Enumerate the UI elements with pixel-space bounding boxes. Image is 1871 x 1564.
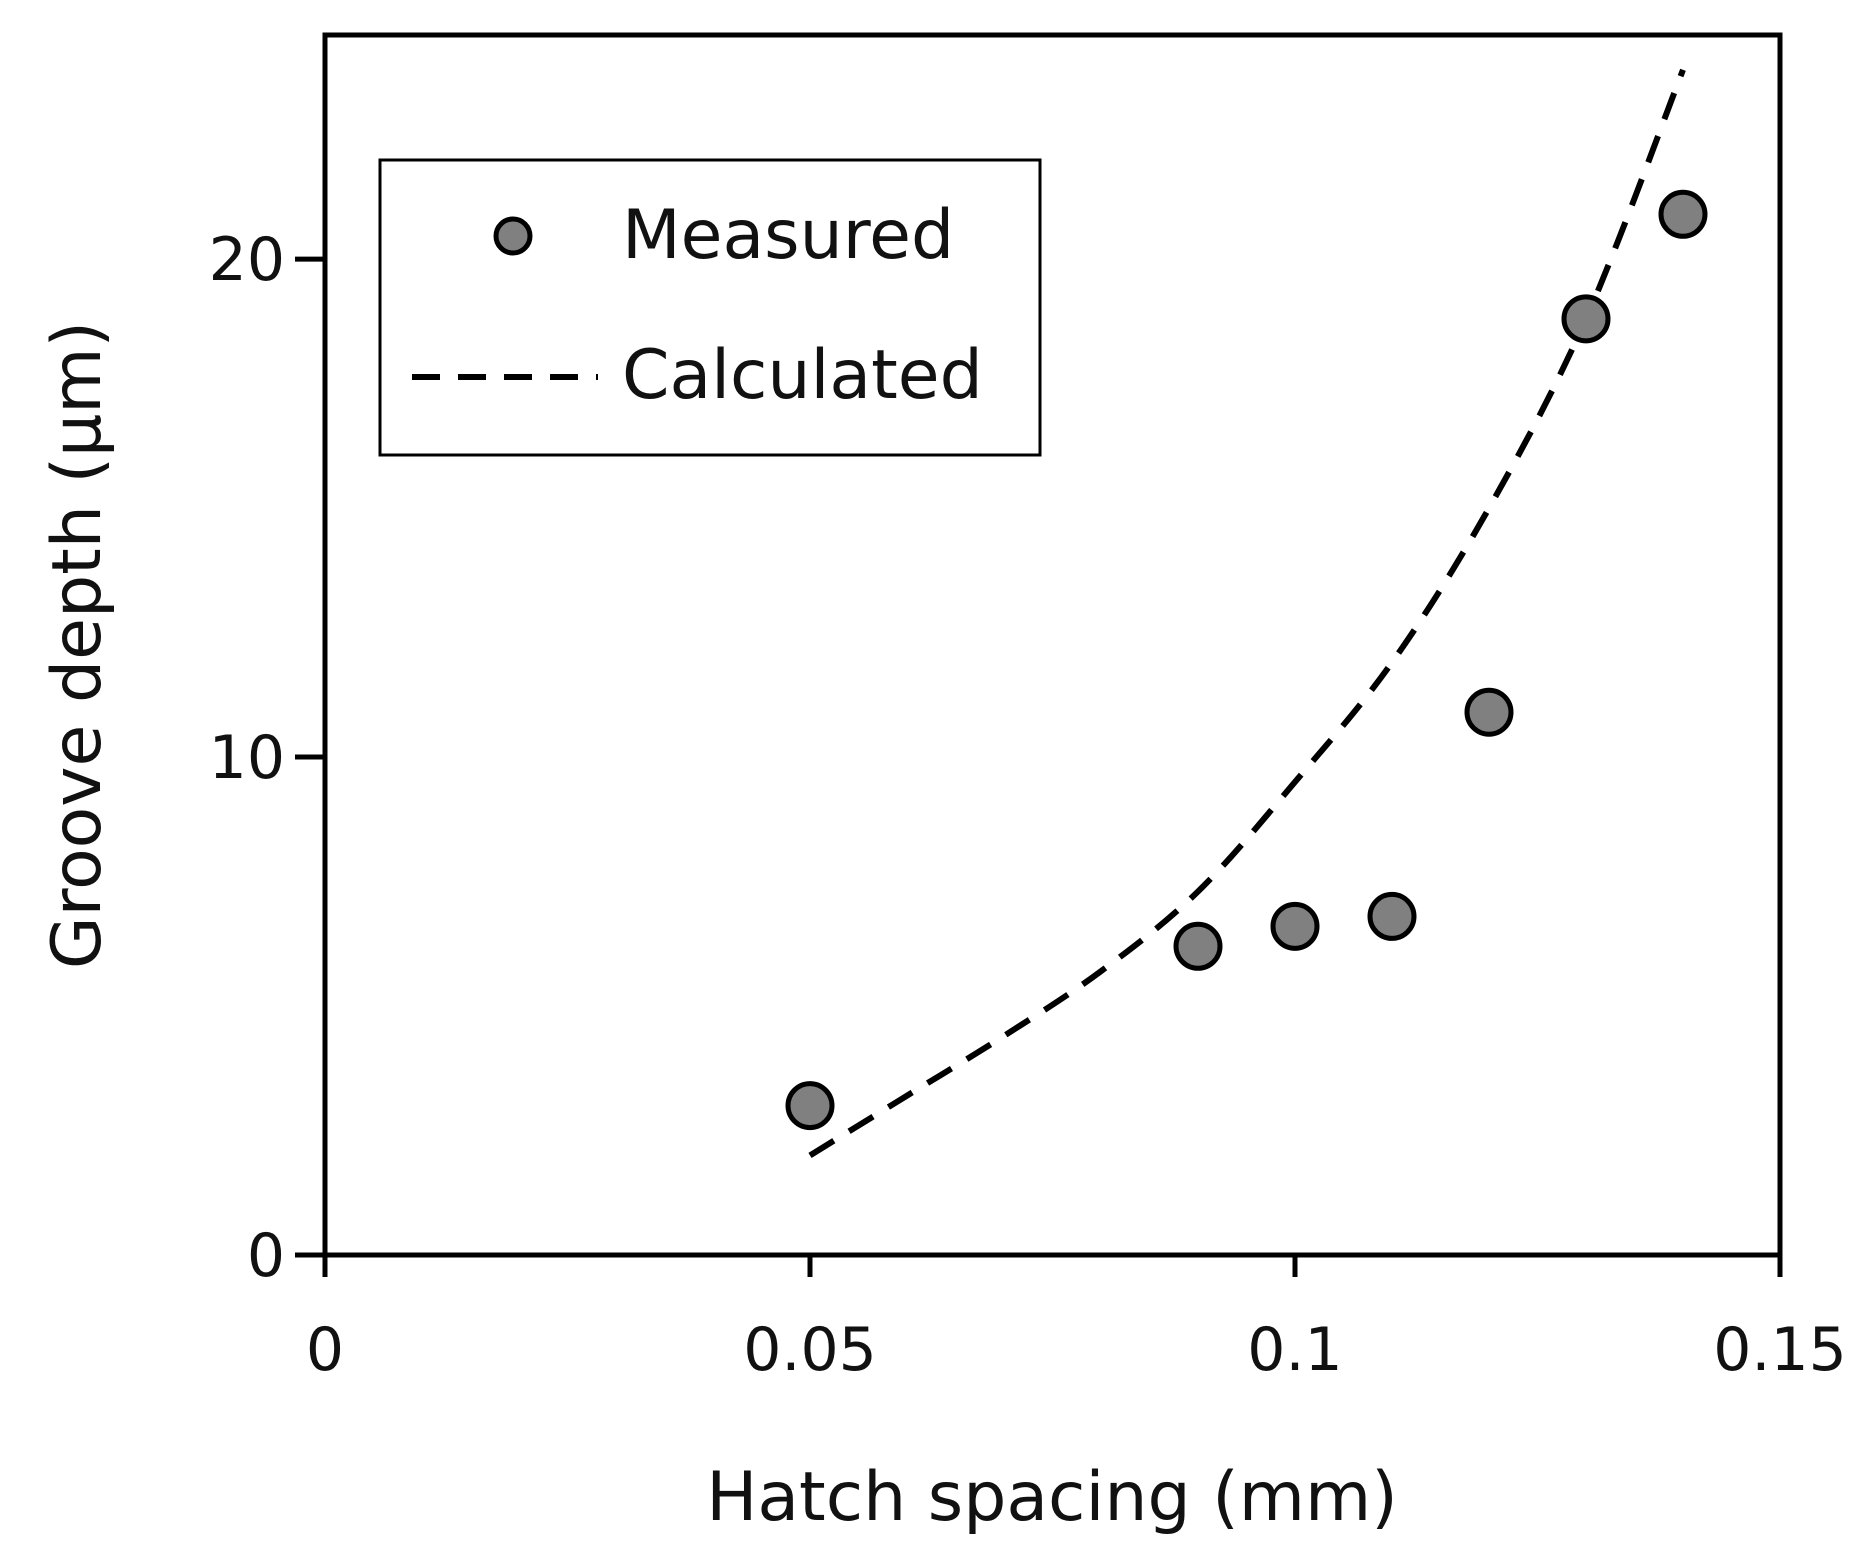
legend-measured-marker [493, 216, 533, 256]
x-tick-label: 0.1 [1247, 1315, 1342, 1385]
y-tick-label: 20 [209, 225, 285, 295]
plot-frame [322, 32, 1783, 1258]
x-tick-label: 0.15 [1713, 1315, 1847, 1385]
y-axis-ticks: 0 10 20 [209, 225, 325, 1291]
x-axis-title: Hatch spacing (mm) [706, 1458, 1398, 1537]
measured-point [785, 1081, 835, 1131]
x-tick-label: 0 [306, 1315, 344, 1385]
measured-point [1173, 921, 1223, 971]
calculated-series [808, 68, 1686, 1158]
legend-measured-label: Measured [622, 196, 954, 275]
y-axis-title: Groove depth (μm) [38, 321, 117, 969]
calculated-line [808, 68, 1686, 1158]
legend-calculated-label: Calculated [622, 336, 983, 415]
legend: Measured Calculated [378, 158, 1042, 457]
legend-box [378, 158, 1042, 457]
y-tick-label: 0 [247, 1221, 285, 1291]
measured-point [1367, 891, 1417, 941]
measured-point [1270, 901, 1320, 951]
x-tick-label: 0.05 [743, 1315, 877, 1385]
measured-point [1658, 189, 1708, 239]
x-axis-ticks: 0 0.05 0.1 0.15 [306, 1255, 1847, 1385]
measured-point [1464, 687, 1514, 737]
measured-point [1561, 294, 1611, 344]
y-tick-label: 10 [209, 723, 285, 793]
measured-series [785, 189, 1708, 1131]
